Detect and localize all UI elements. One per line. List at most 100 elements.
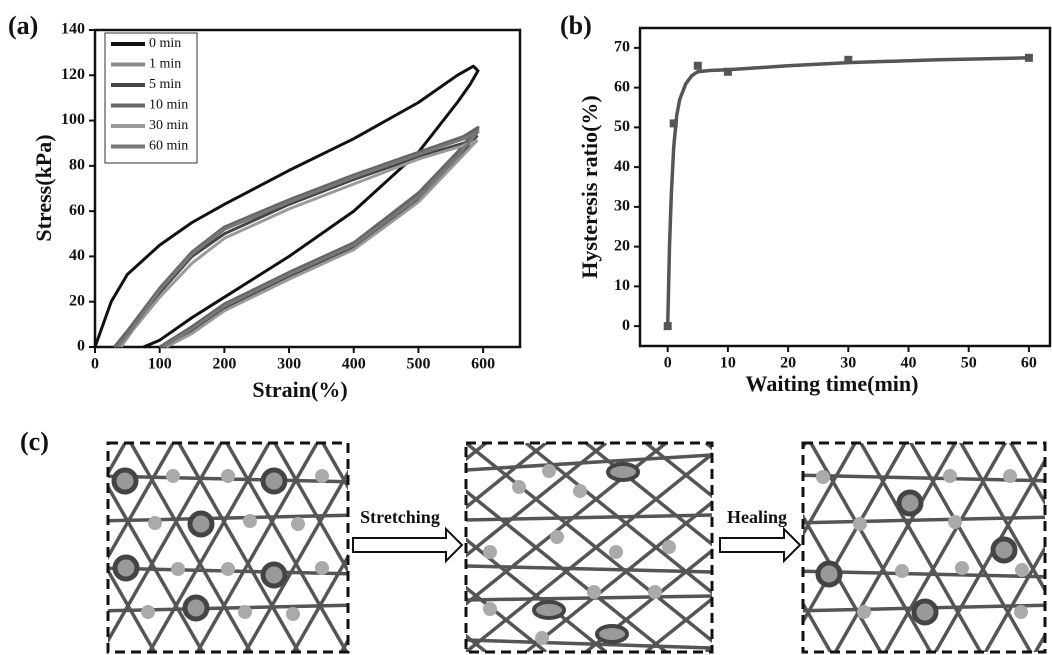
- dot: [648, 585, 662, 599]
- crosslink: [534, 602, 564, 618]
- dot: [573, 484, 587, 498]
- y-tick-label: 60: [69, 202, 85, 219]
- dot: [943, 469, 957, 483]
- y-tick-label: 0: [77, 338, 85, 355]
- data-point: [724, 68, 732, 76]
- x-tick-label: 500: [406, 356, 430, 373]
- y-tick-label: 0: [622, 317, 630, 334]
- x-tick-label: 30: [840, 355, 856, 372]
- dot: [166, 469, 180, 483]
- plot-frame: [640, 28, 1050, 346]
- panel-label: (c): [20, 427, 49, 456]
- y-axis-title: Stress(kPa): [31, 134, 56, 241]
- dot: [238, 605, 252, 619]
- dot: [148, 516, 162, 530]
- data-point: [1025, 54, 1033, 62]
- x-axis-title: Waiting time(min): [746, 371, 919, 396]
- polymer-chain: [32, 438, 157, 655]
- data-line: [121, 141, 477, 347]
- panel-label: (b): [560, 11, 592, 40]
- dot: [550, 530, 564, 544]
- dot: [483, 545, 497, 559]
- x-tick-label: 0: [91, 356, 99, 373]
- crosslink: [190, 513, 212, 535]
- crosslink: [899, 492, 921, 514]
- y-tick-label: 20: [614, 237, 630, 254]
- polymer-chain: [80, 438, 205, 655]
- dot: [609, 545, 623, 559]
- polymer-chain: [0, 438, 109, 655]
- polymer-chain: [128, 438, 253, 655]
- dot: [1015, 563, 1029, 577]
- legend-label: 1 min: [149, 57, 181, 72]
- dot: [291, 517, 305, 531]
- fit-line: [668, 58, 1029, 326]
- x-tick-label: 10: [720, 355, 736, 372]
- y-tick-label: 30: [614, 198, 630, 215]
- dot: [948, 515, 962, 529]
- crosslink: [597, 626, 627, 642]
- dot: [221, 562, 235, 576]
- polymer-chain: [176, 438, 301, 655]
- data-point: [670, 119, 678, 127]
- y-tick-label: 100: [61, 111, 85, 128]
- data-point: [664, 322, 672, 330]
- arrow: [353, 529, 462, 561]
- dot: [171, 562, 185, 576]
- crosslink: [263, 470, 285, 492]
- crosslink: [115, 557, 137, 579]
- y-tick-label: 80: [69, 157, 85, 174]
- crosslink: [263, 564, 285, 586]
- dot: [535, 631, 549, 645]
- polymer-chain: [195, 438, 320, 655]
- dot: [542, 464, 556, 478]
- polymer-chain: [0, 438, 32, 655]
- x-axis-title: Strain(%): [252, 377, 347, 402]
- dot: [315, 561, 329, 575]
- x-tick-label: 100: [148, 356, 172, 373]
- polymer-chain: [883, 438, 1008, 655]
- polymer-chain: [466, 640, 712, 648]
- polymer-chain: [833, 438, 958, 655]
- y-tick-label: 140: [61, 21, 85, 38]
- crosslink: [993, 539, 1015, 561]
- network-panel: [106, 443, 1052, 652]
- polymer-chain: [1033, 438, 1052, 655]
- polymer-chain: [808, 438, 933, 655]
- legend-label: 5 min: [149, 77, 181, 92]
- legend-label: 0 min: [149, 36, 181, 51]
- y-tick-label: 120: [61, 66, 85, 83]
- polymer-chain: [0, 438, 13, 655]
- x-tick-label: 60: [1021, 355, 1037, 372]
- x-tick-label: 300: [277, 356, 301, 373]
- x-tick-label: 20: [780, 355, 796, 372]
- dot: [286, 607, 300, 621]
- y-axis-title: Hysteresis ratio(%): [577, 95, 602, 279]
- legend-label: 30 min: [149, 118, 188, 133]
- crosslink: [818, 563, 840, 585]
- y-tick-label: 20: [69, 292, 85, 309]
- legend-label: 60 min: [149, 139, 188, 154]
- dot: [895, 564, 909, 578]
- x-tick-label: 600: [471, 356, 495, 373]
- crosslink: [608, 464, 638, 480]
- data-point: [844, 56, 852, 64]
- dot: [662, 540, 676, 554]
- x-tick-label: 50: [961, 355, 977, 372]
- legend-label: 10 min: [149, 98, 188, 113]
- dot: [315, 469, 329, 483]
- crosslink: [914, 601, 936, 623]
- dot: [221, 469, 235, 483]
- polymer-chain: [0, 438, 61, 655]
- x-tick-label: 0: [664, 355, 672, 372]
- arrow: [720, 529, 800, 561]
- x-tick-label: 400: [342, 356, 366, 373]
- dot: [853, 517, 867, 531]
- polymer-chain: [224, 438, 349, 655]
- network-diagram: [0, 438, 1052, 655]
- y-tick-label: 60: [614, 78, 630, 95]
- y-tick-label: 40: [69, 247, 85, 264]
- arrow-label: Healing: [727, 507, 787, 527]
- dot: [1003, 469, 1017, 483]
- dot: [483, 602, 497, 616]
